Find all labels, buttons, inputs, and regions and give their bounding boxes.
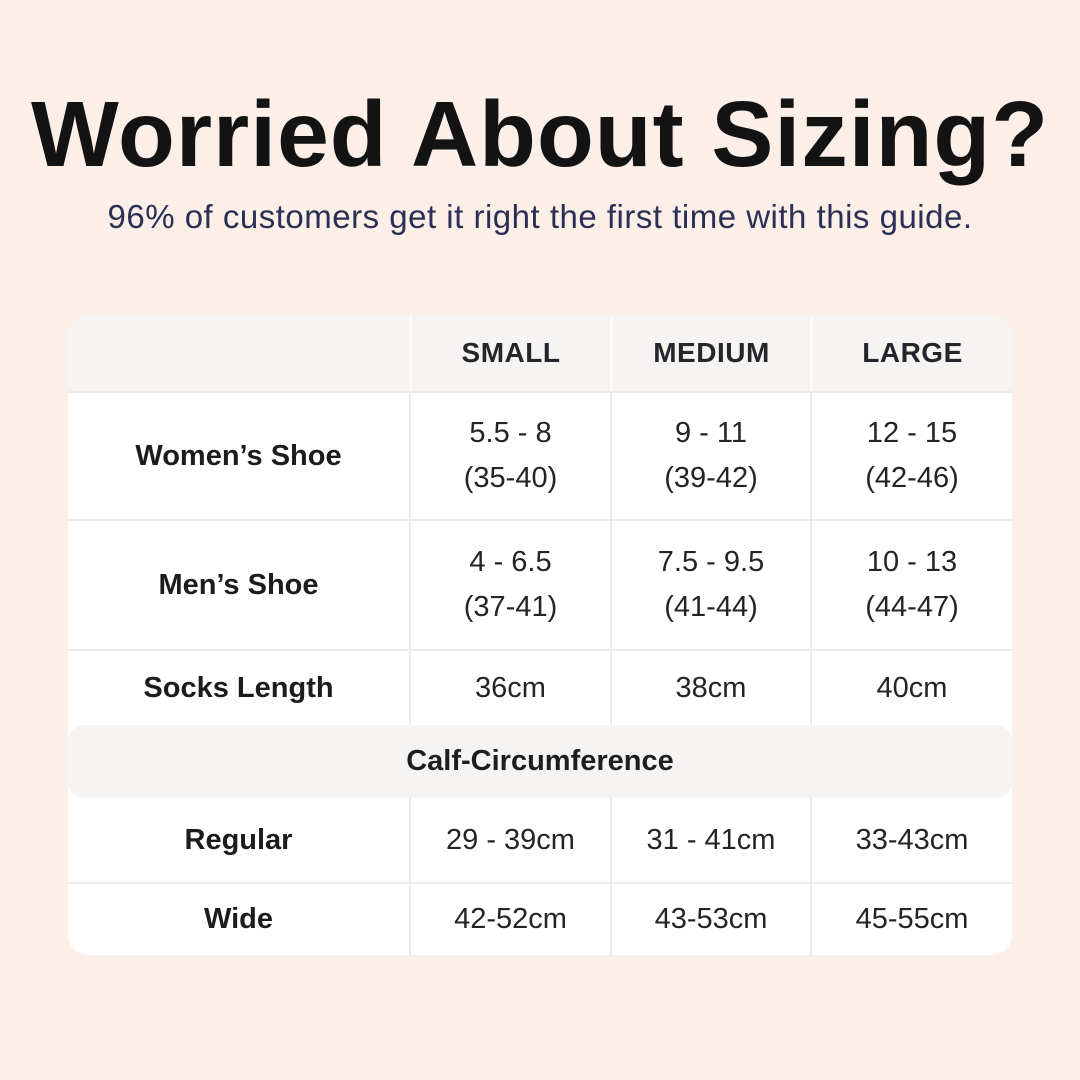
- cell-value-line2: (41-44): [664, 591, 758, 623]
- header-cell-empty: [68, 315, 409, 391]
- row-label-text: Socks Length: [143, 671, 334, 704]
- cell-regular-large: 33-43cm: [810, 798, 1012, 882]
- cell-socks-medium: 38cm: [610, 649, 810, 725]
- cell-mens-small: 4 - 6.5 (37-41): [409, 519, 610, 649]
- calf-circumference-band: Calf-Circumference: [68, 725, 1012, 798]
- cell-value: 42-52cm: [454, 903, 567, 936]
- header-cell-large: LARGE: [810, 315, 1012, 391]
- row-label-regular: Regular: [68, 798, 409, 882]
- cell-mens-large: 10 - 13 (44-47): [810, 519, 1012, 649]
- cell-wide-small: 42-52cm: [409, 882, 610, 955]
- cell-value-line2: (44-47): [865, 591, 959, 623]
- cell-regular-medium: 31 - 41cm: [610, 798, 810, 882]
- header-cell-medium: MEDIUM: [610, 315, 810, 391]
- heading-block: Worried About Sizing? 96% of customers g…: [0, 0, 1080, 236]
- sizing-table-card: SMALL MEDIUM LARGE Women’s Shoe 5.5 - 8 …: [68, 315, 1012, 955]
- cell-value: 43-53cm: [654, 903, 768, 936]
- cell-value-line1: 12 - 15: [866, 417, 958, 450]
- cell-value-line1: 9 - 11: [674, 417, 747, 450]
- cell-socks-large: 40cm: [810, 649, 1012, 725]
- cell-mens-medium: 7.5 - 9.5 (41-44): [610, 519, 810, 649]
- row-label-text: Wide: [203, 903, 274, 935]
- cell-value-line2: (39-42): [664, 462, 758, 494]
- cell-value-line2: (35-40): [463, 462, 558, 494]
- cell-value-line2: (42-46): [865, 462, 959, 494]
- cell-value-line1: 7.5 - 9.5: [657, 546, 765, 579]
- cell-socks-small: 36cm: [409, 649, 610, 725]
- cell-value: 29 - 39cm: [446, 823, 575, 856]
- sizing-table-lower: Regular 29 - 39cm 31 - 41cm 33-43cm Wide…: [68, 798, 1012, 955]
- header-cell-small: SMALL: [409, 315, 610, 391]
- row-label-text: Regular: [184, 823, 293, 856]
- page-title: Worried About Sizing?: [30, 82, 1050, 186]
- cell-value-line2: (37-41): [463, 591, 558, 623]
- sizing-table-upper: SMALL MEDIUM LARGE Women’s Shoe 5.5 - 8 …: [68, 315, 1012, 725]
- cell-value: 33-43cm: [855, 823, 969, 856]
- row-label-text: Men’s Shoe: [158, 568, 319, 601]
- cell-value: 38cm: [675, 671, 747, 704]
- row-label-womens-shoe: Women’s Shoe: [68, 391, 409, 519]
- page-subtitle: 96% of customers get it right the first …: [107, 197, 973, 235]
- cell-regular-small: 29 - 39cm: [409, 798, 610, 882]
- cell-value-line1: 10 - 13: [866, 546, 958, 579]
- cell-womens-small: 5.5 - 8 (35-40): [409, 391, 610, 519]
- row-label-text: Women’s Shoe: [135, 439, 342, 472]
- cell-value: 36cm: [475, 671, 546, 704]
- cell-value: 40cm: [876, 671, 948, 704]
- cell-womens-large: 12 - 15 (42-46): [810, 391, 1012, 519]
- row-label-socks-length: Socks Length: [68, 649, 409, 725]
- row-label-mens-shoe: Men’s Shoe: [68, 519, 409, 649]
- cell-womens-medium: 9 - 11 (39-42): [610, 391, 810, 519]
- cell-value-line1: 4 - 6.5: [469, 546, 552, 579]
- calf-circumference-title: Calf-Circumference: [406, 745, 674, 777]
- cell-value: 45-55cm: [855, 903, 969, 936]
- cell-wide-large: 45-55cm: [810, 882, 1012, 955]
- cell-value: 31 - 41cm: [646, 823, 776, 856]
- cell-wide-medium: 43-53cm: [610, 882, 810, 955]
- row-label-wide: Wide: [68, 882, 409, 955]
- cell-value-line1: 5.5 - 8: [469, 417, 552, 450]
